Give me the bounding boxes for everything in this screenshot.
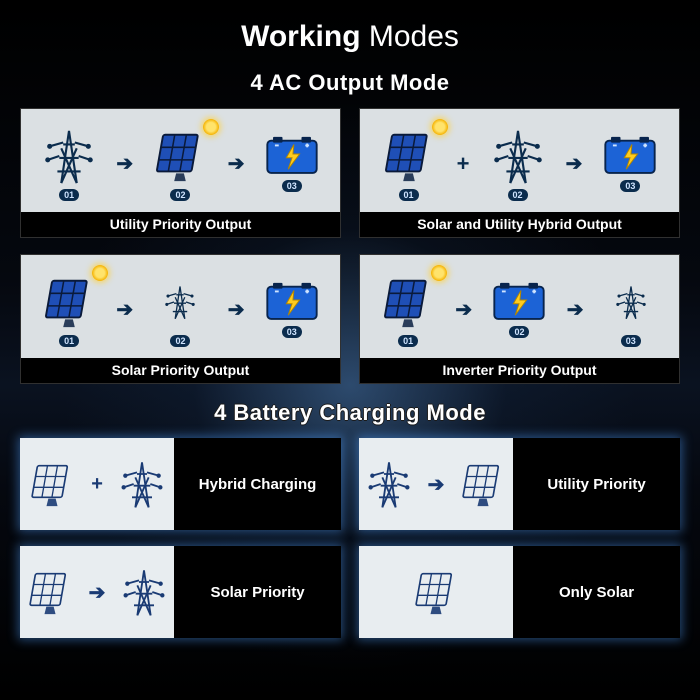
- step-badge: 01: [59, 335, 79, 347]
- tower-slot: 02: [489, 127, 547, 201]
- bc-mode-icons: ➔: [359, 438, 513, 530]
- step-badge: 01: [59, 189, 79, 201]
- tower-icon: [40, 127, 98, 185]
- battery-icon: [601, 135, 659, 177]
- arrow-icon: ➔: [567, 297, 584, 322]
- arrow-icon: ➔: [566, 151, 583, 176]
- step-badge: 02: [508, 189, 528, 201]
- solar-icon: [40, 273, 98, 331]
- tower-icon: [602, 273, 660, 331]
- step-badge: 02: [509, 326, 529, 338]
- ac-mode-panel-inverter-priority: 01 ➔ 02 ➔ 03: [359, 254, 680, 384]
- bc-mode-icons: [359, 546, 513, 638]
- arrow-icon: ➔: [228, 297, 245, 322]
- battery-slot: 03: [601, 135, 659, 193]
- tower-outline-icon: [117, 459, 167, 509]
- solar-slot: 02: [151, 127, 209, 201]
- solar-icon: [151, 127, 209, 185]
- ac-mode-caption: Solar Priority Output: [21, 358, 340, 383]
- ac-mode-panel-hybrid-output: 01 + 02 ➔ 03: [359, 108, 680, 238]
- plus-icon: +: [457, 151, 470, 177]
- battery-icon: [263, 135, 321, 177]
- ac-mode-grid: 01 ➔ 02 ➔ 03: [20, 108, 680, 384]
- solar-slot: 01: [380, 127, 438, 201]
- arrow-icon: ➔: [116, 151, 133, 176]
- bc-mode-grid: + Hybrid Charging: [20, 438, 680, 638]
- bc-mode-label: Only Solar: [513, 546, 680, 638]
- step-badge: 01: [398, 335, 418, 347]
- tower-icon: [151, 273, 209, 331]
- battery-icon: [490, 281, 548, 323]
- solar-icon: [380, 127, 438, 185]
- bc-mode-panel-hybrid: + Hybrid Charging: [20, 438, 341, 530]
- arrow-icon: ➔: [455, 297, 472, 322]
- step-badge: 01: [399, 189, 419, 201]
- section-bc-heading: 4 Battery Charging Mode: [20, 400, 680, 426]
- bc-mode-label: Hybrid Charging: [174, 438, 341, 530]
- ac-mode-body: 01 ➔ 02 ➔ 03: [360, 255, 679, 358]
- step-badge: 02: [170, 335, 190, 347]
- tower-slot: 01: [40, 127, 98, 201]
- ac-mode-body: 01 ➔ 02 ➔ 03: [21, 255, 340, 358]
- bc-mode-label: Solar Priority: [174, 546, 341, 638]
- step-badge: 03: [282, 180, 302, 192]
- solar-outline-icon: [458, 459, 508, 509]
- ac-mode-caption: Utility Priority Output: [21, 212, 340, 237]
- step-badge: 03: [282, 326, 302, 338]
- ac-mode-caption: Solar and Utility Hybrid Output: [360, 212, 679, 237]
- solar-slot: 01: [40, 273, 98, 347]
- plus-icon: +: [91, 473, 103, 496]
- solar-icon: [379, 273, 437, 331]
- arrow-icon: ➔: [228, 151, 245, 176]
- page-title: Working Modes: [20, 20, 680, 54]
- tower-slot: 03: [602, 273, 660, 347]
- bc-mode-icons: ➔: [20, 546, 174, 638]
- bc-mode-panel-utility-priority: ➔ Utility Priority: [359, 438, 680, 530]
- title-thin: Modes: [361, 20, 459, 53]
- step-badge: 02: [170, 189, 190, 201]
- battery-icon: [263, 281, 321, 323]
- battery-slot: 03: [263, 281, 321, 339]
- battery-slot: 02: [490, 281, 548, 339]
- tower-outline-icon: [119, 567, 169, 617]
- ac-mode-body: 01 + 02 ➔ 03: [360, 109, 679, 212]
- arrow-icon: ➔: [116, 297, 133, 322]
- bc-mode-label: Utility Priority: [513, 438, 680, 530]
- ac-mode-panel-utility-priority: 01 ➔ 02 ➔ 03: [20, 108, 341, 238]
- step-badge: 03: [621, 335, 641, 347]
- step-badge: 03: [620, 180, 640, 192]
- solar-outline-icon: [25, 567, 75, 617]
- ac-mode-caption: Inverter Priority Output: [360, 358, 679, 383]
- arrow-icon: ➔: [428, 472, 445, 497]
- tower-outline-icon: [364, 459, 414, 509]
- solar-outline-icon: [27, 459, 77, 509]
- tower-slot: 02: [151, 273, 209, 347]
- ac-mode-body: 01 ➔ 02 ➔ 03: [21, 109, 340, 212]
- tower-icon: [489, 127, 547, 185]
- arrow-icon: ➔: [89, 580, 106, 605]
- bc-mode-icons: +: [20, 438, 174, 530]
- ac-mode-panel-solar-priority: 01 ➔ 02 ➔ 03: [20, 254, 341, 384]
- solar-slot: 01: [379, 273, 437, 347]
- solar-outline-icon: [411, 567, 461, 617]
- title-bold: Working: [241, 20, 360, 53]
- bc-mode-panel-solar-priority: ➔ Solar Priority: [20, 546, 341, 638]
- bc-mode-panel-only-solar: Only Solar: [359, 546, 680, 638]
- battery-slot: 03: [263, 135, 321, 193]
- section-ac-heading: 4 AC Output Mode: [20, 70, 680, 96]
